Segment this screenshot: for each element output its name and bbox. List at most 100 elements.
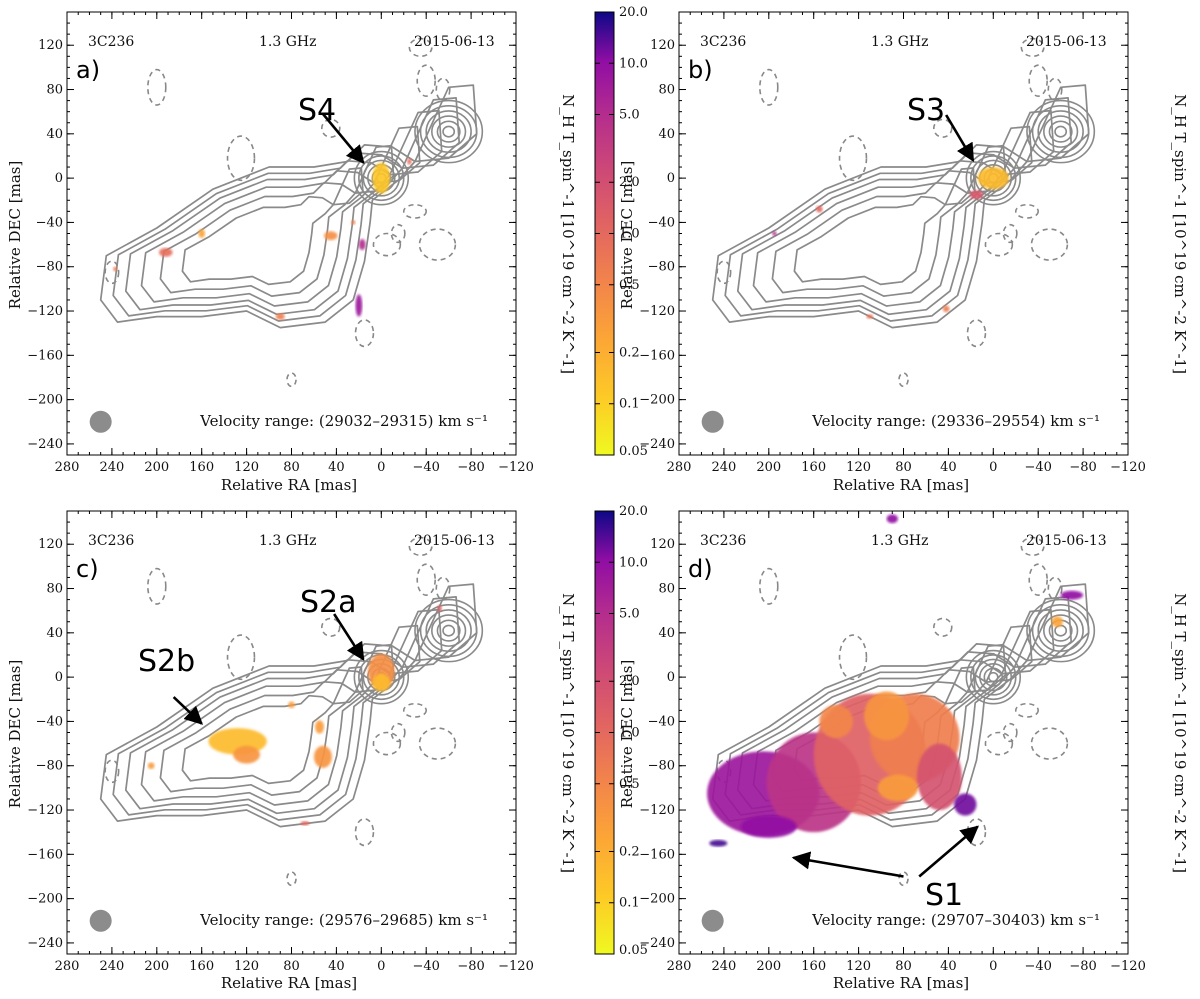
panel-b: 280 240 200 160 120 80 40 0 −40 −80 −120 120 80 40 0 −4… — [639, 11, 1146, 475]
absorption-feature — [740, 815, 797, 838]
negative-contour — [1030, 228, 1069, 261]
negative-contour — [354, 818, 375, 847]
y-tick-label: −200 — [27, 892, 63, 907]
absorption-feature — [886, 514, 898, 524]
plot-frame — [678, 11, 1129, 456]
absorption-feature — [969, 190, 984, 200]
negative-contour — [1002, 722, 1018, 743]
velocity-range: Velocity range: (29707–30403) km s⁻¹ — [811, 911, 1100, 929]
absorption-feature — [355, 294, 363, 317]
negative-contour — [1002, 223, 1018, 244]
contour — [1037, 609, 1084, 653]
x-tick-label: −80 — [457, 460, 484, 475]
absorption-feature — [350, 220, 356, 225]
date-label: 2015-06-13 — [414, 34, 495, 50]
plot-area — [701, 37, 1096, 433]
x-tick-label: −80 — [457, 959, 484, 974]
x-tick-label: −40 — [412, 460, 439, 475]
x-tick-label: 80 — [895, 460, 912, 475]
colorbar-label: N_H T_spin^-1 [10^19 cm^-2 K^-1] — [559, 94, 577, 374]
contour — [414, 99, 484, 164]
negative-contour — [418, 727, 457, 760]
y-tick-label: −80 — [36, 260, 63, 275]
colorbar-tick-label: 0.05 — [619, 943, 648, 958]
y-tick-label: −240 — [639, 437, 675, 452]
absorption-feature — [772, 231, 777, 236]
panel-letter: b) — [688, 56, 713, 84]
source-label: 3C236 — [700, 34, 746, 50]
absorption-feature — [113, 266, 118, 272]
x-tick-label: −40 — [412, 959, 439, 974]
y-tick-label: 0 — [55, 171, 63, 186]
x-tick-label: 280 — [667, 959, 692, 974]
colorbar-tick-label: 0.5 — [619, 278, 640, 293]
absorption-feature — [407, 158, 412, 165]
negative-contour — [1047, 576, 1063, 601]
contour — [414, 598, 484, 663]
absorption-feature — [372, 673, 391, 692]
beam-ellipse — [89, 410, 112, 433]
contour — [353, 649, 410, 705]
x-axis-label: Relative RA [mas] — [221, 476, 357, 494]
x-tick-label: 120 — [234, 959, 259, 974]
date-label: 2015-06-13 — [1026, 34, 1107, 50]
contour — [358, 155, 405, 202]
negative-contour — [933, 118, 953, 138]
contour — [983, 667, 1004, 687]
absorption-feature — [159, 247, 173, 257]
plot-area — [89, 37, 484, 433]
x-tick-label: 40 — [940, 959, 957, 974]
y-tick-label: −240 — [639, 936, 675, 951]
absorption-feature — [877, 774, 919, 802]
y-tick-label: −160 — [27, 348, 63, 363]
x-tick-label: 160 — [801, 959, 826, 974]
x-tick-label: 0 — [377, 460, 385, 475]
contour — [965, 150, 1022, 206]
contour — [1037, 110, 1084, 154]
contour — [442, 624, 456, 637]
contour — [159, 643, 395, 796]
x-tick-label: 200 — [756, 460, 781, 475]
contour — [353, 150, 410, 206]
y-tick-label: −80 — [36, 759, 63, 774]
contour — [1043, 115, 1079, 148]
colorbar-tick-label: 0.2 — [619, 844, 640, 859]
negative-contour — [1020, 37, 1045, 58]
absorption-feature — [372, 162, 391, 194]
contour — [1048, 120, 1073, 143]
panel-c: 280 240 200 160 120 80 40 0 −40 −80 −120 120 80 40 0 −4… — [27, 504, 648, 974]
annotation-label: S1 — [925, 878, 963, 913]
y-tick-label: −120 — [639, 803, 675, 818]
contour — [431, 115, 467, 148]
x-tick-label: 280 — [55, 460, 80, 475]
y-tick-label: 0 — [667, 670, 675, 685]
absorption-feature — [1051, 616, 1063, 628]
colorbar-tick-label: 5.0 — [619, 607, 640, 622]
x-tick-label: 40 — [328, 460, 345, 475]
contour — [362, 159, 401, 197]
y-tick-label: −200 — [27, 393, 63, 408]
x-tick-label: 80 — [895, 959, 912, 974]
colorbar-tick-label: 0.05 — [619, 444, 648, 459]
velocity-range: Velocity range: (29576–29685) km s⁻¹ — [199, 911, 488, 929]
annotation-arrow — [333, 613, 365, 661]
y-tick-label: −120 — [27, 803, 63, 818]
absorption-feature — [916, 743, 962, 811]
x-tick-label: 0 — [989, 460, 997, 475]
contour — [974, 159, 1013, 197]
contour — [181, 666, 364, 785]
contour — [112, 97, 461, 322]
y-tick-label: −160 — [639, 348, 675, 363]
negative-contour — [933, 617, 953, 637]
negative-contour — [402, 203, 428, 219]
negative-contour — [104, 260, 120, 285]
x-tick-label: 200 — [144, 959, 169, 974]
colorbar-tick-label: 10.0 — [619, 555, 648, 570]
contour — [979, 663, 1008, 692]
absorption-feature — [819, 704, 853, 739]
y-tick-label: −120 — [639, 304, 675, 319]
absorption-feature — [815, 205, 823, 213]
date-label: 2015-06-13 — [1026, 533, 1107, 549]
negative-contour — [408, 37, 433, 58]
contour — [436, 619, 461, 642]
